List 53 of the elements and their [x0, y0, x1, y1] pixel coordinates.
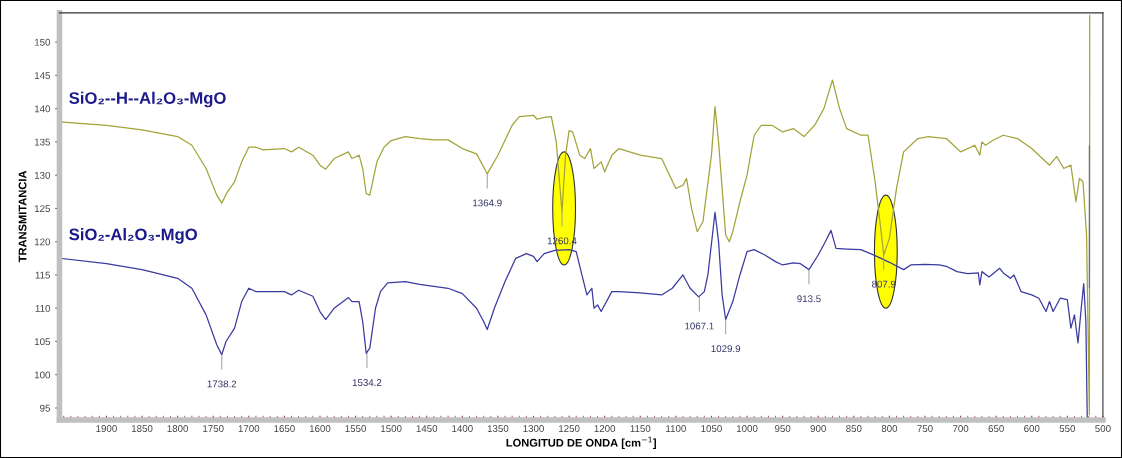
annotation: 1067.1 [685, 322, 714, 330]
x-tick-label: 850 [846, 425, 862, 432]
x-tick-label: 950 [774, 425, 791, 432]
x-tick-label: 1400 [452, 425, 473, 432]
x-tick-label: 900 [810, 425, 826, 432]
series-label: SiO₂-Al₂O₃-MgO [69, 228, 198, 244]
annotation: 1029.9 [711, 345, 741, 353]
y-tick-label: 120 [34, 238, 51, 246]
x-tick-label: 1350 [487, 425, 509, 432]
y-tick-label: 145 [34, 72, 51, 79]
y-axis-title: TRANSMITANCIA [18, 170, 27, 263]
y-tick-label: 95 [40, 404, 51, 412]
x-tick-label: 500 [1095, 425, 1111, 432]
x-tick-label: 1850 [131, 425, 153, 432]
y-tick-label: 140 [34, 105, 51, 113]
x-tick-label: 550 [1059, 425, 1076, 432]
annotation: 1534.2 [352, 379, 382, 386]
annotation: 913.5 [797, 295, 821, 303]
x-tick-label: 1200 [594, 425, 616, 432]
annotation: 1738.2 [207, 380, 237, 388]
x-tick-label: 1750 [203, 425, 224, 432]
y-tick-label: 125 [34, 205, 51, 213]
x-tick-label: 1050 [701, 425, 722, 432]
x-tick-label: 1900 [96, 425, 117, 432]
x-tick-label: 1600 [309, 425, 331, 432]
series-label: SiO₂--H--Al₂O₃-MgO [69, 91, 226, 108]
x-tick-label: 1300 [523, 425, 544, 432]
x-tick-label: 1650 [274, 425, 295, 432]
line-series [59, 211, 1088, 419]
x-tick-label: 1450 [416, 425, 438, 432]
x-tick-label: 800 [881, 425, 898, 432]
x-tick-label: 1700 [238, 425, 260, 432]
x-axis-title: LONGITUD DE ONDA [cm$^{−1}$] [506, 436, 656, 449]
y-tick-label: 100 [34, 371, 51, 379]
x-tick-label: 1500 [381, 425, 402, 432]
y-tick-label: 110 [35, 304, 51, 312]
annotation: 1364.9 [473, 199, 502, 207]
y-tick-label: 135 [34, 138, 51, 146]
y-tick-label: 105 [34, 338, 51, 346]
x-tick-label: 600 [1024, 425, 1040, 432]
y-tick-label: 130 [34, 171, 51, 179]
x-tick-label: 1150 [630, 425, 651, 432]
y-tick-label: 150 [34, 38, 51, 46]
y-tick-label: 115 [35, 271, 51, 279]
x-tick-label: 1000 [736, 425, 758, 432]
x-tick-label: 1250 [559, 425, 580, 432]
x-tick-label: 1550 [345, 425, 366, 432]
x-tick-label: 1100 [666, 425, 686, 432]
line-series [59, 14, 1091, 416]
x-tick-label: 750 [917, 425, 933, 432]
x-tick-label: 700 [952, 425, 969, 432]
x-tick-label: 1800 [167, 425, 189, 432]
x-tick-label: 650 [988, 425, 1004, 432]
